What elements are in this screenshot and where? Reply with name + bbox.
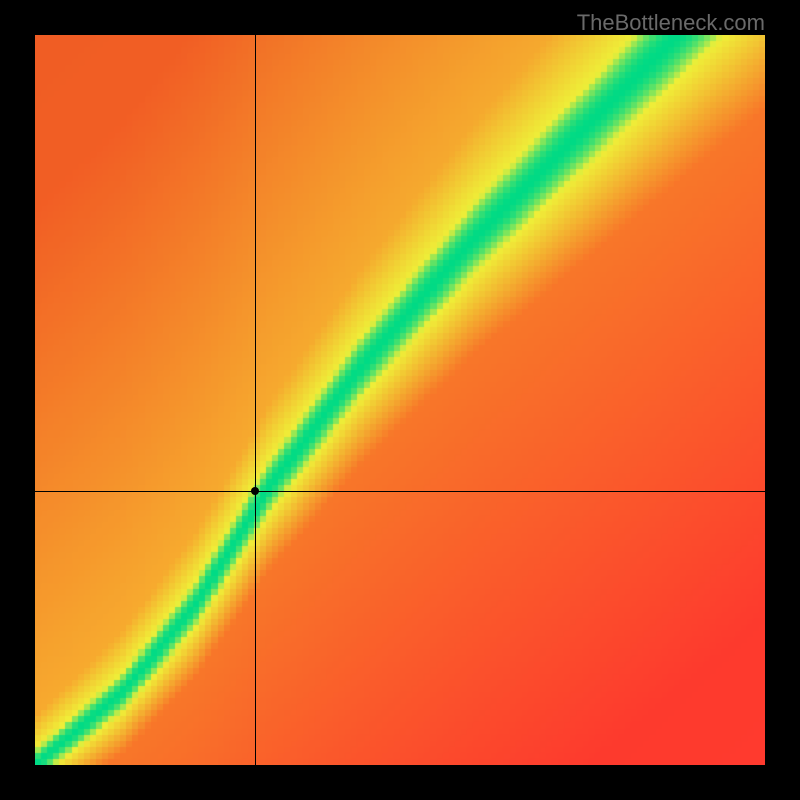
crosshair-horizontal [35,491,765,492]
watermark-text: TheBottleneck.com [577,10,765,36]
heatmap-canvas [35,35,765,765]
data-point-marker [251,487,259,495]
heatmap-plot [35,35,765,765]
crosshair-vertical [255,35,256,765]
